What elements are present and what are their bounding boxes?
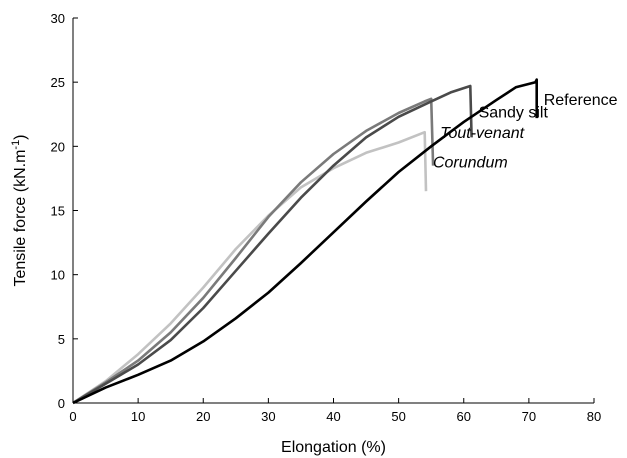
y-tick-label: 0 xyxy=(58,396,65,411)
x-tick-label: 50 xyxy=(391,409,405,424)
axes xyxy=(72,18,594,404)
series-label-corundum: Corundum xyxy=(433,155,508,172)
series-line-reference xyxy=(72,78,538,405)
x-tick-label: 40 xyxy=(326,409,340,424)
y-tick-label: 20 xyxy=(51,139,65,154)
x-tick-label: 60 xyxy=(457,409,471,424)
series-label-tout-venant: Tout-venant xyxy=(440,125,524,142)
plot-lines xyxy=(72,78,538,405)
x-tick-label: 70 xyxy=(522,409,536,424)
x-axis-title: Elongation (%) xyxy=(281,439,386,456)
x-tick-label: 10 xyxy=(131,409,145,424)
y-tick-label: 10 xyxy=(51,268,65,283)
x-tick-label: 0 xyxy=(69,409,76,424)
y-ticks: 0 5 10 15 20 25 30 xyxy=(51,11,78,411)
x-tick-label: 20 xyxy=(196,409,210,424)
y-tick-label: 25 xyxy=(51,75,65,90)
series-line-sandy-silt xyxy=(72,84,473,405)
x-ticks: 0 10 20 30 40 50 60 70 80 xyxy=(69,398,601,424)
x-tick-label: 80 xyxy=(587,409,601,424)
y-tick-label: 30 xyxy=(51,11,65,26)
y-axis-title: Tensile force (kN.m-1) xyxy=(10,134,29,286)
y-axis-title-main: Tensile force (kN.m xyxy=(12,150,29,287)
y-axis-title-superscript: -1 xyxy=(10,140,22,150)
series-line-corundum xyxy=(72,130,428,405)
y-tick-label: 15 xyxy=(51,204,65,219)
y-axis-title-close: ) xyxy=(12,134,29,139)
y-tick-label: 5 xyxy=(58,332,65,347)
series-label-reference: Reference xyxy=(544,92,618,109)
x-tick-label: 30 xyxy=(261,409,275,424)
series-line-tout-venant xyxy=(72,97,435,405)
series-label-sandy-silt: Sandy silt xyxy=(479,105,549,122)
